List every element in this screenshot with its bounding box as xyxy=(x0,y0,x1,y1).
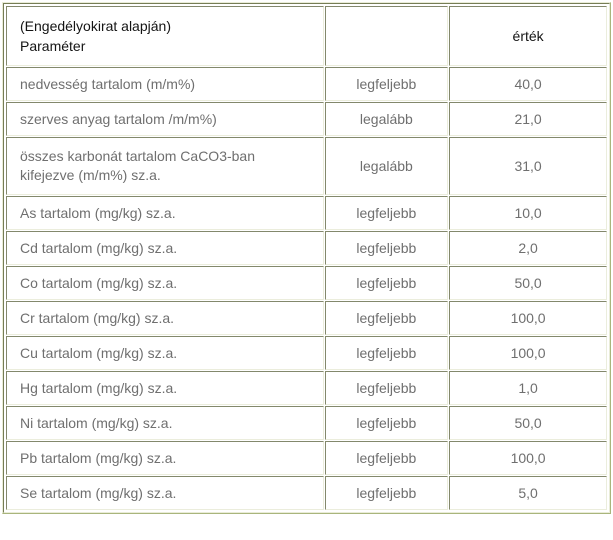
param-cell: szerves anyag tartalom /m/m%) xyxy=(6,102,324,136)
table-row: As tartalom (mg/kg) sz.a. legfeljebb 10,… xyxy=(6,196,607,230)
header-cell-value: érték xyxy=(449,6,607,66)
value-cell: 100,0 xyxy=(449,301,607,335)
param-cell: összes karbonát tartalom CaCO3-ban kifej… xyxy=(6,137,324,195)
param-cell: Cu tartalom (mg/kg) sz.a. xyxy=(6,336,324,370)
table-row: szerves anyag tartalom /m/m%) legalább 2… xyxy=(6,102,607,136)
table-row: Co tartalom (mg/kg) sz.a. legfeljebb 50,… xyxy=(6,266,607,300)
limit-cell: legfeljebb xyxy=(324,336,449,370)
param-cell: Co tartalom (mg/kg) sz.a. xyxy=(6,266,324,300)
value-cell: 2,0 xyxy=(449,231,607,265)
limit-cell: legfeljebb xyxy=(324,476,449,510)
value-cell: 100,0 xyxy=(449,441,607,475)
header-cell-limit xyxy=(324,6,449,66)
limit-cell: legfeljebb xyxy=(324,67,449,101)
param-cell: Se tartalom (mg/kg) sz.a. xyxy=(6,476,324,510)
limit-cell: legalább xyxy=(324,137,449,195)
parameter-limits-table: (Engedélyokirat alapján) Paraméter érték… xyxy=(5,5,608,511)
table-frame-outer: (Engedélyokirat alapján) Paraméter érték… xyxy=(2,2,611,514)
limit-cell: legfeljebb xyxy=(324,441,449,475)
value-cell: 50,0 xyxy=(449,406,607,440)
table-frame-inner: (Engedélyokirat alapján) Paraméter érték… xyxy=(3,3,610,513)
param-cell: Ni tartalom (mg/kg) sz.a. xyxy=(6,406,324,440)
header-cell-parameter: (Engedélyokirat alapján) Paraméter xyxy=(6,6,324,66)
table-row: Cr tartalom (mg/kg) sz.a. legfeljebb 100… xyxy=(6,301,607,335)
value-cell: 21,0 xyxy=(449,102,607,136)
limit-cell: legfeljebb xyxy=(324,371,449,405)
table-row: Ni tartalom (mg/kg) sz.a. legfeljebb 50,… xyxy=(6,406,607,440)
table-row: nedvesség tartalom (m/m%) legfeljebb 40,… xyxy=(6,67,607,101)
limit-cell: legfeljebb xyxy=(324,196,449,230)
param-cell: Cr tartalom (mg/kg) sz.a. xyxy=(6,301,324,335)
table-row: Pb tartalom (mg/kg) sz.a. legfeljebb 100… xyxy=(6,441,607,475)
limit-cell: legfeljebb xyxy=(324,266,449,300)
table-row: Hg tartalom (mg/kg) sz.a. legfeljebb 1,0 xyxy=(6,371,607,405)
value-cell: 100,0 xyxy=(449,336,607,370)
param-cell: Cd tartalom (mg/kg) sz.a. xyxy=(6,231,324,265)
value-cell: 10,0 xyxy=(449,196,607,230)
table-header-row: (Engedélyokirat alapján) Paraméter érték xyxy=(6,6,607,66)
header-parameter-line2: Paraméter xyxy=(20,38,86,54)
limit-cell: legfeljebb xyxy=(324,406,449,440)
value-cell: 40,0 xyxy=(449,67,607,101)
param-cell: Pb tartalom (mg/kg) sz.a. xyxy=(6,441,324,475)
param-cell: As tartalom (mg/kg) sz.a. xyxy=(6,196,324,230)
value-cell: 5,0 xyxy=(449,476,607,510)
limit-cell: legfeljebb xyxy=(324,301,449,335)
param-cell: nedvesség tartalom (m/m%) xyxy=(6,67,324,101)
value-cell: 50,0 xyxy=(449,266,607,300)
table-row: Cd tartalom (mg/kg) sz.a. legfeljebb 2,0 xyxy=(6,231,607,265)
param-cell: Hg tartalom (mg/kg) sz.a. xyxy=(6,371,324,405)
table-row: Cu tartalom (mg/kg) sz.a. legfeljebb 100… xyxy=(6,336,607,370)
limit-cell: legalább xyxy=(324,102,449,136)
table-row: Se tartalom (mg/kg) sz.a. legfeljebb 5,0 xyxy=(6,476,607,510)
value-cell: 31,0 xyxy=(449,137,607,195)
table-row: összes karbonát tartalom CaCO3-ban kifej… xyxy=(6,137,607,195)
limit-cell: legfeljebb xyxy=(324,231,449,265)
header-parameter-line1: (Engedélyokirat alapján) xyxy=(20,18,171,34)
value-cell: 1,0 xyxy=(449,371,607,405)
